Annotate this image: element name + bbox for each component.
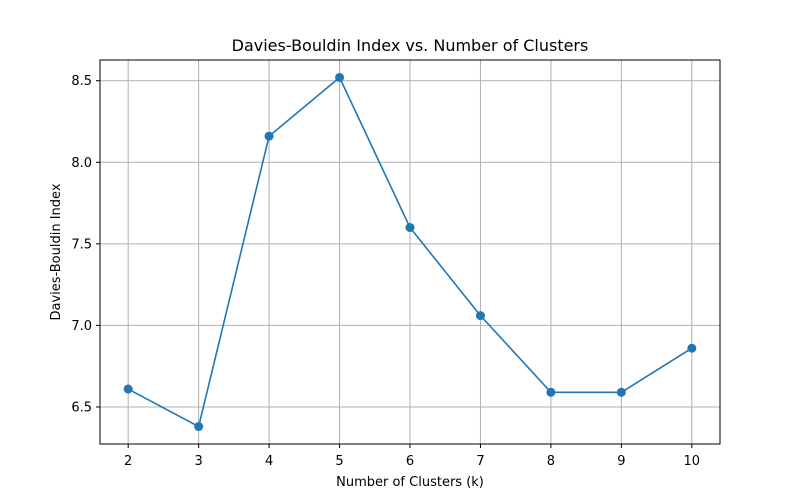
chart-title: Davies-Bouldin Index vs. Number of Clust… <box>232 36 589 55</box>
x-tick-label: 8 <box>547 454 555 469</box>
series-layer <box>123 72 697 432</box>
y-axis-label: Davies-Bouldin Index <box>49 183 64 320</box>
data-point <box>546 387 556 397</box>
data-point <box>123 384 133 394</box>
y-tick-label: 8.0 <box>71 156 92 171</box>
data-point <box>405 223 415 233</box>
x-tick-label: 5 <box>335 454 343 469</box>
data-point <box>264 131 274 141</box>
data-point <box>616 387 626 397</box>
y-tick-label: 8.5 <box>71 74 92 89</box>
y-tick-label: 6.5 <box>71 400 92 415</box>
data-point <box>335 72 345 82</box>
x-tick-label: 4 <box>265 454 273 469</box>
y-tick-label: 7.0 <box>71 319 92 334</box>
grid <box>100 60 720 444</box>
data-point <box>194 422 204 432</box>
x-axis-label: Number of Clusters (k) <box>336 475 484 490</box>
x-tick-label: 10 <box>684 454 701 469</box>
x-tick-label: 2 <box>124 454 132 469</box>
x-tick-label: 3 <box>194 454 202 469</box>
x-tick-label: 9 <box>617 454 625 469</box>
data-point <box>475 311 485 321</box>
data-point <box>687 343 697 353</box>
axis-ticks: 2 3 4 5 6 7 8 9 10 6.5 7.0 7.5 8.0 8.5 <box>71 74 700 469</box>
y-tick-label: 7.5 <box>71 237 92 252</box>
x-tick-label: 7 <box>476 454 484 469</box>
x-tick-label: 6 <box>406 454 414 469</box>
